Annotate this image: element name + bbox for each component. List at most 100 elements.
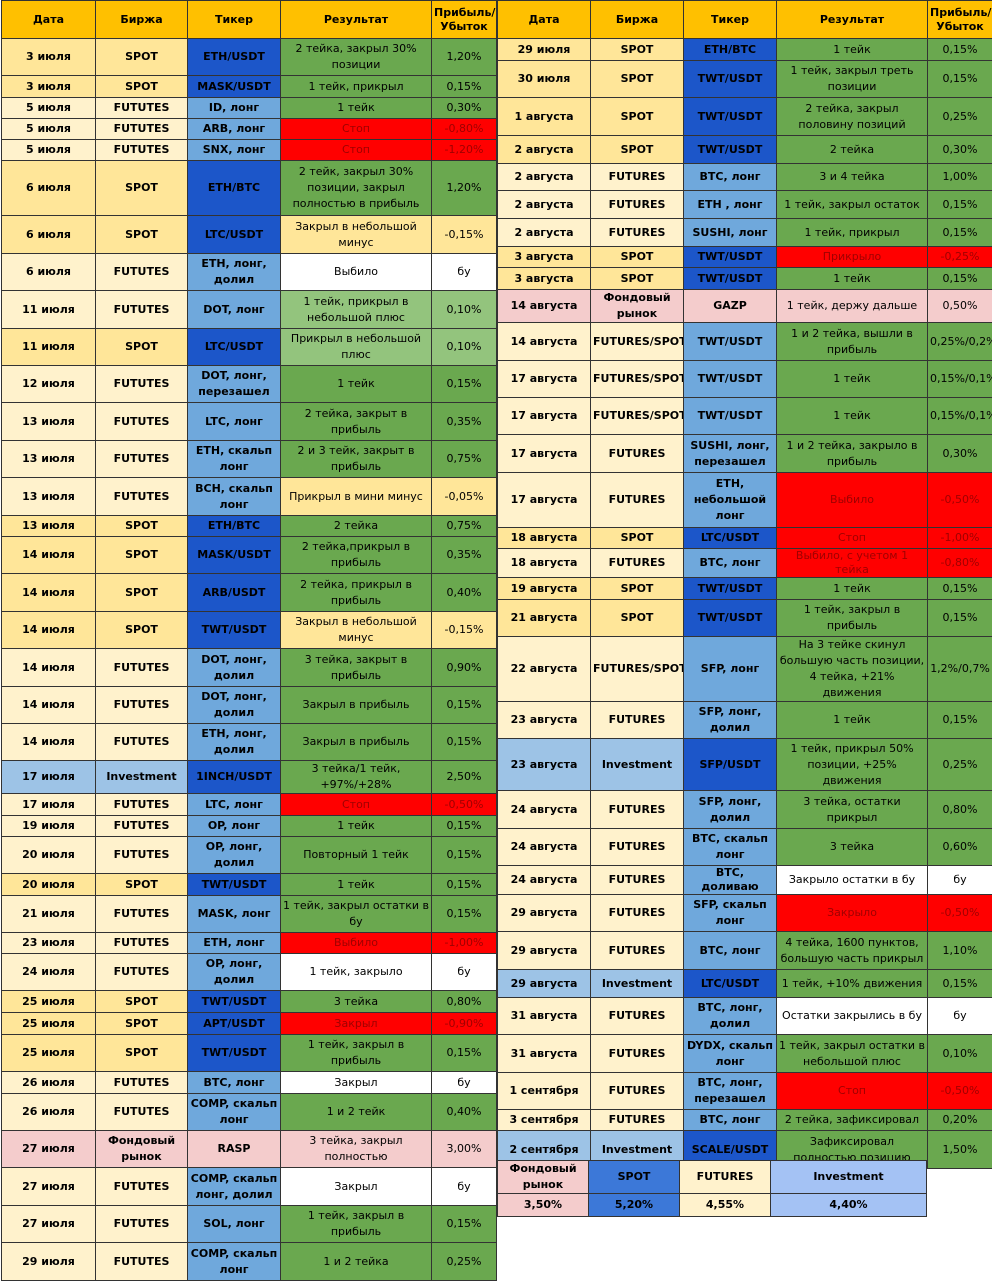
pnl-cell: 1,20% xyxy=(432,39,497,76)
header-exchange: Биржа xyxy=(96,1,188,39)
header-result: Результат xyxy=(777,1,928,39)
result-cell: 1 тейк xyxy=(281,874,432,896)
pnl-cell: -0,50% xyxy=(928,1073,992,1110)
ticker-cell: ETH, скальп лонг xyxy=(188,441,281,478)
ticker-cell: SFP, скальп лонг xyxy=(684,895,777,932)
pnl-cell: 0,80% xyxy=(432,991,497,1013)
result-cell: Стоп xyxy=(281,794,432,816)
date-cell: 24 июля xyxy=(2,954,96,991)
exchange-cell: FUTUTES xyxy=(96,254,188,291)
result-cell: 1 тейк, закрыл треть позиции xyxy=(777,61,928,98)
exchange-cell: SPOT xyxy=(591,61,684,98)
date-cell: 3 августа xyxy=(498,268,591,290)
ticker-cell: RASP xyxy=(188,1131,281,1168)
exchange-cell: FUTURES xyxy=(591,164,684,191)
date-cell: 1 августа xyxy=(498,98,591,136)
pnl-cell: 0,10% xyxy=(432,291,497,329)
ticker-cell: LTC, лонг xyxy=(188,403,281,441)
ticker-cell: TWT/USDT xyxy=(684,268,777,290)
result-cell: 3 тейка, закрыт в прибыль xyxy=(281,649,432,687)
pnl-cell: 0,30% xyxy=(928,136,992,164)
exchange-cell: SPOT xyxy=(591,528,684,549)
result-cell: Закрыл в небольшой минус xyxy=(281,612,432,649)
exchange-cell: Investment xyxy=(591,970,684,998)
date-cell: 17 августа xyxy=(498,435,591,473)
header-row: Дата Биржа Тикер Результат Прибыль/ Убыт… xyxy=(498,1,992,39)
result-cell: Закрыл xyxy=(281,1013,432,1035)
ticker-cell: BTC, лонг xyxy=(684,549,777,578)
result-cell: 3 тейка, закрыл полностью xyxy=(281,1131,432,1168)
ticker-cell: MASK/USDT xyxy=(188,76,281,98)
header-ticker: Тикер xyxy=(188,1,281,39)
ticker-cell: APT/USDT xyxy=(188,1013,281,1035)
ticker-cell: ARB/USDT xyxy=(188,574,281,612)
exchange-cell: FUTUTES xyxy=(96,403,188,441)
summary-value-investment: 4,40% xyxy=(771,1194,927,1217)
pnl-cell: 0,15% xyxy=(432,366,497,403)
result-cell: Закрыл xyxy=(281,1168,432,1206)
exchange-cell: FUTUTES xyxy=(96,119,188,140)
exchange-cell: FUTUTES xyxy=(96,1094,188,1131)
ticker-cell: BTC, лонг, перезашел xyxy=(684,1073,777,1110)
ticker-cell: MASK/USDT xyxy=(188,537,281,574)
pnl-cell: бу xyxy=(928,866,992,895)
date-cell: 6 июля xyxy=(2,161,96,216)
exchange-cell: FUTUTES xyxy=(96,649,188,687)
result-cell: 1 тейк xyxy=(777,268,928,290)
ticker-cell: LTC/USDT xyxy=(188,216,281,254)
exchange-cell: SPOT xyxy=(96,216,188,254)
pnl-cell: 0,15%/0,1% xyxy=(928,361,992,398)
date-cell: 14 августа xyxy=(498,323,591,361)
ticker-cell: ETH, лонг, долил xyxy=(188,254,281,291)
ticker-cell: BTC, лонг, долил xyxy=(684,998,777,1035)
pnl-cell: 0,25%/0,2% xyxy=(928,323,992,361)
exchange-cell: FUTURES xyxy=(591,895,684,932)
date-cell: 23 июля xyxy=(2,933,96,954)
ticker-cell: OP, лонг xyxy=(188,816,281,837)
exchange-cell: FUTURES xyxy=(591,1035,684,1073)
date-cell: 2 августа xyxy=(498,219,591,247)
date-cell: 25 июля xyxy=(2,991,96,1013)
pnl-cell: 1,2%/0,7% xyxy=(928,637,992,702)
result-cell: Прикрыл в небольшой плюс xyxy=(281,329,432,366)
header-pnl: Прибыль/ Убыток xyxy=(928,1,992,39)
summary-label-stock: Фондовый рынок xyxy=(498,1161,589,1194)
pnl-cell: 0,30% xyxy=(432,98,497,119)
date-cell: 22 августа xyxy=(498,637,591,702)
pnl-cell: 0,15% xyxy=(432,1035,497,1072)
pnl-cell: 0,15% xyxy=(928,61,992,98)
pnl-cell: 0,15% xyxy=(432,874,497,896)
pnl-cell: 0,15% xyxy=(432,687,497,724)
date-cell: 24 августа xyxy=(498,866,591,895)
exchange-cell: FUTURES/SPOT xyxy=(591,637,684,702)
exchange-cell: FUTURES xyxy=(591,791,684,829)
pnl-cell: -0,50% xyxy=(928,895,992,932)
result-cell: 1 тейк, закрыл в прибыль xyxy=(777,600,928,637)
exchange-cell: FUTUTES xyxy=(96,1072,188,1094)
exchange-cell: SPOT xyxy=(96,161,188,216)
pnl-cell: 0,15% xyxy=(928,578,992,600)
ticker-cell: TWT/USDT xyxy=(684,98,777,136)
pnl-cell: 0,75% xyxy=(432,516,497,537)
pnl-cell: 0,15% xyxy=(928,39,992,61)
summary-labels-row: Фондовый рынок SPOT FUTURES Investment xyxy=(498,1161,927,1194)
pnl-cell: 0,15% xyxy=(432,76,497,98)
exchange-cell: FUTURES/SPOT xyxy=(591,323,684,361)
summary-value-spot: 5,20% xyxy=(589,1194,680,1217)
pnl-cell: 0,10% xyxy=(928,1035,992,1073)
date-cell: 23 августа xyxy=(498,739,591,791)
date-cell: 3 августа xyxy=(498,247,591,268)
